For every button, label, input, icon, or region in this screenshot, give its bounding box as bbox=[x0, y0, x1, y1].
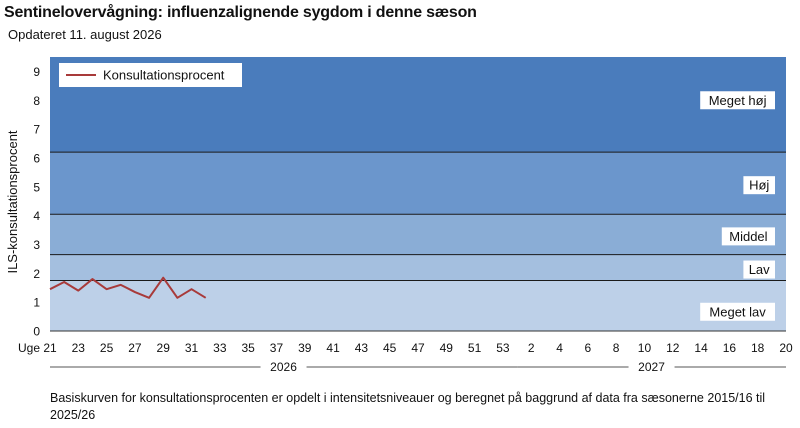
legend: Konsultationsprocent bbox=[59, 63, 242, 87]
legend-label: Konsultationsprocent bbox=[103, 68, 225, 83]
x-axis-prefix: Uge bbox=[18, 341, 40, 355]
chart-title: Sentinelovervågning: influenzalignende s… bbox=[4, 4, 477, 21]
year-label-group: 2026 bbox=[50, 360, 518, 374]
x-tick-label: 8 bbox=[613, 341, 620, 355]
intensity-band-1 bbox=[50, 254, 786, 281]
intensity-band-2 bbox=[50, 214, 786, 255]
band-label-1: Lav bbox=[743, 260, 775, 279]
band-label-text: Lav bbox=[749, 262, 770, 277]
y-tick-label: 5 bbox=[33, 180, 40, 194]
y-tick-label: 1 bbox=[33, 296, 40, 310]
x-tick-label: 37 bbox=[270, 341, 284, 355]
x-tick-label: 14 bbox=[694, 341, 708, 355]
intensity-band-3 bbox=[50, 152, 786, 215]
x-tick-label: 2 bbox=[528, 341, 535, 355]
band-label-box bbox=[700, 302, 775, 321]
band-label-box bbox=[721, 227, 775, 246]
x-tick-label: 27 bbox=[128, 341, 142, 355]
y-axis-title: ILS-konsultationsprocent bbox=[5, 130, 20, 273]
footnote: Basiskurven for konsultationsprocenten e… bbox=[50, 391, 766, 422]
x-tick-label: 49 bbox=[440, 341, 454, 355]
year-label: 2027 bbox=[638, 360, 665, 374]
x-tick-label: 33 bbox=[213, 341, 227, 355]
x-tick-label: 39 bbox=[298, 341, 312, 355]
x-tick-label: 31 bbox=[185, 341, 199, 355]
x-tick-label: 10 bbox=[638, 341, 652, 355]
year-label: 2026 bbox=[270, 360, 297, 374]
band-label-3: Høj bbox=[743, 176, 775, 195]
x-tick-label: 23 bbox=[72, 341, 86, 355]
x-tick-label: 47 bbox=[411, 341, 425, 355]
updated-date: Opdateret 11. august 2026 bbox=[8, 27, 162, 42]
x-tick-label: 12 bbox=[666, 341, 680, 355]
y-tick-label: 9 bbox=[33, 65, 40, 79]
y-tick-label: 8 bbox=[33, 94, 40, 108]
band-label-text: Meget lav bbox=[709, 304, 766, 319]
x-tick-label: 43 bbox=[355, 341, 369, 355]
x-tick-label: 25 bbox=[100, 341, 114, 355]
band-label-box bbox=[743, 260, 775, 279]
y-tick-label: 2 bbox=[33, 267, 40, 281]
band-label-box bbox=[743, 176, 775, 195]
x-tick-label: 41 bbox=[326, 341, 340, 355]
band-label-0: Meget lav bbox=[700, 302, 775, 321]
x-tick-label: 18 bbox=[751, 341, 765, 355]
y-tick-label: 3 bbox=[33, 238, 40, 252]
x-tick-label: 16 bbox=[723, 341, 737, 355]
year-label-group: 2027 bbox=[517, 360, 786, 374]
band-label-4: Meget høj bbox=[700, 91, 775, 110]
x-tick-label: 4 bbox=[556, 341, 563, 355]
x-tick-label: 6 bbox=[585, 341, 592, 355]
x-tick-label: 21 bbox=[43, 341, 57, 355]
x-tick-label: 53 bbox=[496, 341, 510, 355]
intensity-band-0 bbox=[50, 280, 786, 331]
y-tick-label: 0 bbox=[33, 325, 40, 339]
band-label-2: Middel bbox=[721, 227, 775, 246]
x-tick-label: 20 bbox=[779, 341, 793, 355]
band-label-box bbox=[700, 91, 775, 110]
y-tick-label: 4 bbox=[33, 209, 40, 223]
band-label-text: Meget høj bbox=[709, 93, 767, 108]
x-tick-label: 45 bbox=[383, 341, 397, 355]
x-tick-label: 29 bbox=[157, 341, 171, 355]
x-tick-label: 51 bbox=[468, 341, 482, 355]
band-label-text: Middel bbox=[729, 229, 767, 244]
y-tick-label: 7 bbox=[33, 123, 40, 137]
band-label-text: Høj bbox=[749, 178, 769, 193]
series-line-konsultationsprocent bbox=[49, 276, 207, 299]
y-tick-label: 6 bbox=[33, 151, 40, 165]
x-tick-label: 35 bbox=[241, 341, 255, 355]
